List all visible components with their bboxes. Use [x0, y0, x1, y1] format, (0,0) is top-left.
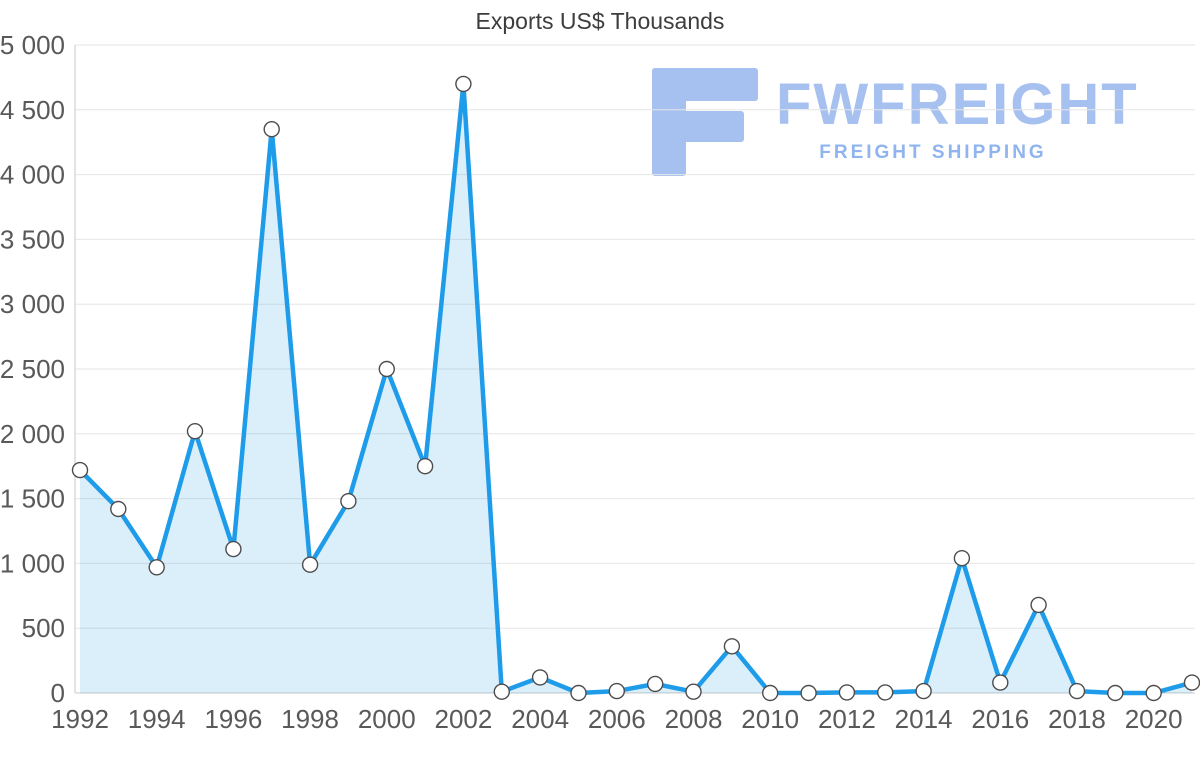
- chart-title: Exports US$ Thousands: [475, 8, 725, 34]
- y-tick-label: 5 000: [0, 30, 65, 60]
- data-point-marker[interactable]: [762, 684, 779, 702]
- data-point-marker[interactable]: [800, 684, 817, 702]
- x-tick-label: 2014: [895, 704, 953, 734]
- x-tick-label: 2018: [1048, 704, 1106, 734]
- x-tick-label: 2008: [665, 704, 723, 734]
- data-point-marker[interactable]: [531, 669, 549, 686]
- data-point-marker[interactable]: [455, 75, 472, 93]
- y-tick-label: 0: [51, 678, 65, 708]
- data-point-marker[interactable]: [1068, 682, 1086, 700]
- data-point-marker[interactable]: [685, 683, 702, 700]
- x-tick-label: 1996: [204, 704, 262, 734]
- x-tick-label: 2020: [1125, 704, 1183, 734]
- data-point-marker[interactable]: [378, 360, 395, 378]
- exports-line: [77, 81, 1195, 696]
- x-tick-label: 2016: [971, 704, 1029, 734]
- x-tick-label: 1998: [281, 704, 339, 734]
- data-point-marker[interactable]: [110, 500, 127, 518]
- area-fill: [80, 83, 1192, 693]
- x-tick-label: 2012: [818, 704, 876, 734]
- data-point-marker[interactable]: [838, 684, 856, 701]
- x-tick-label: 2006: [588, 704, 646, 734]
- data-point-marker[interactable]: [493, 683, 510, 700]
- x-tick-label: 2010: [741, 704, 799, 734]
- y-tick-label: 4 500: [0, 95, 65, 125]
- data-point-marker[interactable]: [992, 674, 1009, 691]
- data-point-marker[interactable]: [953, 550, 971, 567]
- x-tick-label: 1992: [51, 704, 109, 734]
- y-tick-label: 2 500: [0, 354, 65, 384]
- data-point-marker[interactable]: [915, 682, 932, 700]
- data-point-marker[interactable]: [570, 684, 587, 702]
- y-tick-label: 4 000: [0, 160, 65, 190]
- y-tick-label: 1 000: [0, 548, 65, 578]
- y-tick-label: 2 000: [0, 419, 65, 449]
- x-tick-label: 2000: [358, 704, 416, 734]
- y-tick-label: 500: [22, 613, 65, 643]
- y-tick-label: 3 000: [0, 289, 65, 319]
- data-point-marker[interactable]: [877, 684, 894, 701]
- data-point-marker[interactable]: [1145, 684, 1162, 702]
- x-tick-label: 1994: [128, 704, 186, 734]
- data-point-marker[interactable]: [1030, 596, 1047, 614]
- data-point-marker[interactable]: [301, 556, 319, 573]
- data-point-marker[interactable]: [723, 638, 741, 655]
- data-point-marker[interactable]: [1183, 674, 1200, 691]
- y-tick-label: 3 500: [0, 224, 65, 254]
- data-point-marker[interactable]: [71, 461, 89, 479]
- data-point-marker[interactable]: [340, 493, 357, 510]
- data-point-marker[interactable]: [1107, 684, 1124, 702]
- data-point-marker[interactable]: [416, 458, 434, 475]
- data-point-marker[interactable]: [647, 675, 664, 693]
- data-point-marker[interactable]: [186, 423, 204, 440]
- data-point-marker[interactable]: [225, 540, 242, 558]
- x-tick-label: 2004: [511, 704, 569, 734]
- data-point-marker[interactable]: [148, 559, 165, 576]
- y-tick-label: 1 500: [0, 484, 65, 514]
- data-point-marker[interactable]: [608, 682, 625, 700]
- x-tick-label: 2002: [435, 704, 493, 734]
- data-point-marker[interactable]: [263, 120, 280, 138]
